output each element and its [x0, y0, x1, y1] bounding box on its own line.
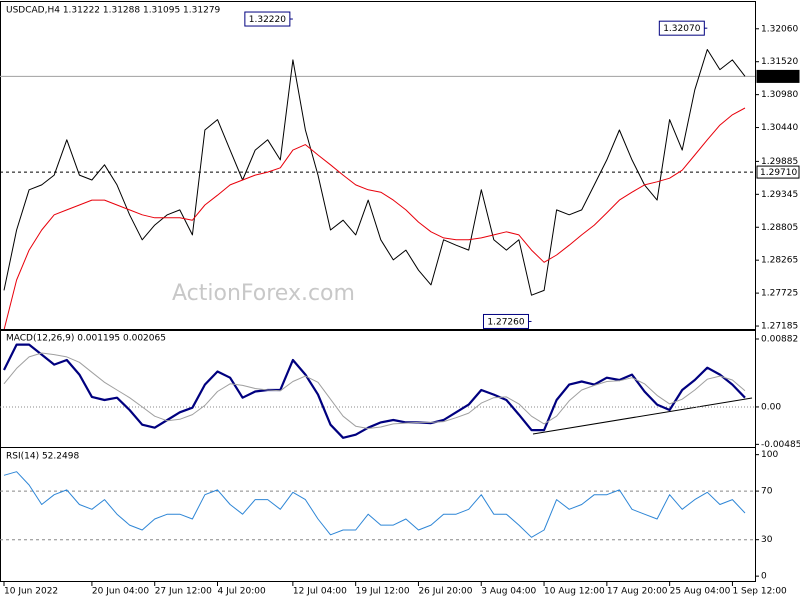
price-label-box	[756, 165, 800, 179]
panel-title: MACD(12,26,9) 0.001195 0.002065	[6, 334, 166, 344]
price-label: 1.29710	[760, 168, 797, 178]
trend-line	[532, 397, 753, 435]
x-tick-label: 27 Jun 12:00	[155, 587, 212, 597]
x-tick-label: 1 Sep 12:00	[732, 587, 787, 597]
x-tick-label: 20 Jun 04:00	[92, 587, 149, 597]
x-tick-label: 12 Jul 04:00	[293, 587, 347, 597]
series-line	[3, 49, 746, 296]
y-tick-label: 1.29885	[761, 157, 798, 167]
x-tick-label: 3 Aug 04:00	[481, 587, 536, 597]
annotation-box	[482, 313, 529, 329]
panel-title: USDCAD,H4 1.31222 1.31288 1.31095 1.3127…	[6, 6, 221, 16]
panel-frame	[0, 1, 756, 331]
panel-title: RSI(14) 52.2498	[6, 452, 79, 462]
y-tick-label: 1.28805	[761, 223, 798, 233]
y-tick-label: 1.27185	[761, 322, 798, 332]
x-tick-label: 25 Aug 04:00	[670, 587, 731, 597]
y-tick-label: 0.00882	[761, 335, 798, 345]
y-tick-label: 1.32060	[761, 24, 798, 34]
y-tick-label: 1.28265	[761, 256, 798, 266]
price-label: 1.31279	[760, 72, 797, 82]
series-line	[3, 107, 746, 331]
series-line	[3, 471, 746, 538]
x-tick-label: 4 Jul 20:00	[218, 587, 267, 597]
annotation-box	[244, 11, 291, 27]
y-tick-label: 30	[761, 535, 773, 545]
annotation-label: 1.27260	[487, 317, 524, 327]
y-tick-label: 1.30980	[761, 90, 798, 100]
x-tick-label: 10 Jun 2022	[4, 587, 58, 597]
y-tick-label: 0	[761, 572, 767, 582]
annotation-label: 1.32070	[663, 24, 700, 34]
x-tick-label: 26 Jul 20:00	[418, 587, 472, 597]
y-tick-label: 1.27725	[761, 289, 798, 299]
y-tick-label: 100	[761, 450, 778, 460]
y-tick-label: 70	[761, 487, 773, 497]
x-tick-label: 19 Jul 12:00	[356, 587, 410, 597]
y-tick-label: 0.00	[761, 402, 781, 412]
annotation-box	[658, 20, 705, 36]
watermark: ActionForex.com	[172, 281, 355, 306]
x-tick-label: 10 Aug 12:00	[544, 587, 605, 597]
x-tick-label: 17 Aug 20:00	[607, 587, 668, 597]
price-label-box	[756, 69, 800, 83]
y-tick-label: 1.31520	[761, 57, 798, 67]
y-tick-label: 1.30440	[761, 123, 798, 133]
y-tick-label: 1.29345	[761, 190, 798, 200]
annotation-label: 1.32220	[249, 15, 286, 25]
series-line	[3, 343, 746, 439]
y-tick-label: -0.004858	[761, 440, 800, 450]
series-line	[3, 352, 746, 429]
panel-frame	[0, 447, 756, 582]
